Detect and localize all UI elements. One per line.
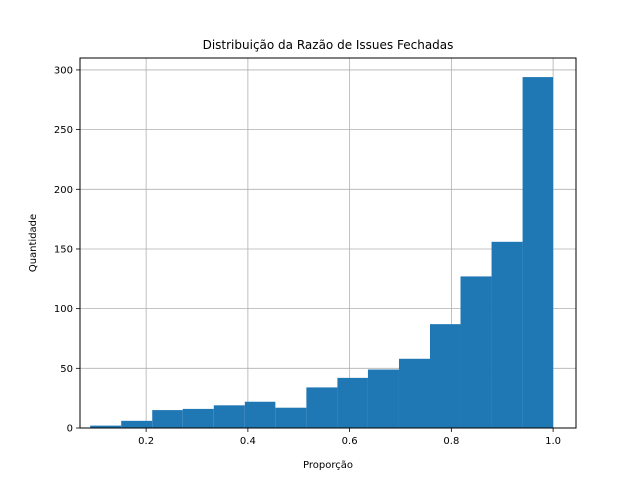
histogram-bar-13 <box>491 241 523 428</box>
y-tick-label-5: 250 <box>54 125 73 136</box>
histogram-bar-11 <box>429 324 461 428</box>
y-tick-label-6: 300 <box>54 65 73 76</box>
ticks: 0.2 0.4 0.6 0.8 1.0 0 50 100 150 200 250 300 <box>54 65 561 447</box>
histogram-bar-6 <box>275 407 307 428</box>
histogram-bar-2 <box>152 410 183 428</box>
chart-title: Distribuição da Razão de Issues Fechadas <box>203 38 454 52</box>
y-tick-label-1: 50 <box>60 364 73 375</box>
y-axis-label: Quantidade <box>28 214 39 272</box>
y-tick-label-2: 100 <box>54 304 73 315</box>
x-tick-label-2: 0.6 <box>342 436 358 447</box>
histogram-bar-8 <box>337 377 368 428</box>
x-tick-label-4: 1.0 <box>545 436 561 447</box>
y-tick-label-0: 0 <box>67 424 73 435</box>
histogram-bar-12 <box>460 276 492 428</box>
histogram-bar-0 <box>90 425 122 428</box>
histogram-bar-14 <box>522 77 554 428</box>
bars <box>90 77 554 428</box>
histogram-bar-7 <box>306 387 338 428</box>
y-tick-label-4: 200 <box>54 185 73 196</box>
x-tick-label-1: 0.4 <box>240 436 256 447</box>
y-tick-label-3: 150 <box>54 244 73 255</box>
grid <box>80 58 576 429</box>
histogram-bar-3 <box>182 408 214 428</box>
x-axis-label: Proporção <box>303 460 353 471</box>
histogram-bar-4 <box>213 405 245 428</box>
plot-frame <box>79 57 577 429</box>
histogram-bar-9 <box>367 369 399 428</box>
histogram-bar-1 <box>121 420 153 428</box>
histogram-bar-5 <box>244 401 276 428</box>
x-tick-label-0: 0.2 <box>138 436 154 447</box>
histogram-bar-10 <box>398 358 430 428</box>
x-tick-label-3: 0.8 <box>443 436 459 447</box>
